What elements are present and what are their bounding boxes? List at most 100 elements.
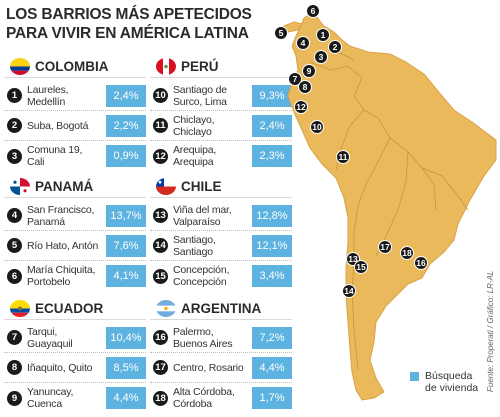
rank-badge: 16: [153, 330, 168, 345]
neighborhood-name: Arequipa, Arequipa: [173, 144, 217, 168]
panel-argentina: ARGENTINA 16 Palermo, Buenos Aires 7,2% 17 Ce…: [150, 298, 292, 413]
neighborhood-row: 5 Río Hato, Antón 7,6%: [4, 231, 146, 261]
neighborhood-name: Chiclayo, Chiclayo: [173, 113, 215, 138]
neighborhood-name: Santiago de Surco, Lima: [173, 83, 227, 108]
neighborhood-name: Tarqui, Guayaquil: [27, 325, 73, 350]
panel-header: PERÚ: [150, 56, 292, 78]
neighborhood-name: Iñaquito, Quito: [27, 361, 93, 374]
rank-badge: 1: [7, 88, 22, 103]
neighborhood-row: 6 María Chiquita, Portobelo 4,1%: [4, 261, 146, 291]
neighborhood-row: 1 Laureles, Medellín 2,4%: [4, 81, 146, 111]
map-pin: 8: [298, 80, 312, 94]
search-share-value: 8,5%: [106, 356, 146, 379]
search-share-value: 0,9%: [106, 145, 146, 167]
search-share-value: 2,3%: [252, 145, 292, 167]
rank-badge: 4: [7, 208, 22, 223]
legend-label: Búsqueda de vivienda: [425, 370, 479, 394]
search-share-value: 12,1%: [252, 234, 292, 257]
search-share-value: 13,7%: [106, 204, 146, 227]
map-pin: 6: [306, 4, 320, 18]
neighborhood-name: Laureles, Medellín: [27, 83, 69, 108]
chile-flag-icon: [156, 178, 176, 195]
neighborhood-name: Yanuncay, Cuenca: [27, 386, 74, 410]
country-name: ECUADOR: [35, 301, 104, 316]
map-pin: 4: [296, 36, 310, 50]
search-share-value: 9,3%: [252, 84, 292, 107]
neighborhood-row: 17 Centro, Rosario 4,4%: [150, 353, 292, 383]
neighborhood-name: Centro, Rosario: [173, 361, 244, 374]
ecuador-flag-icon: [10, 300, 30, 317]
rank-badge: 14: [153, 238, 168, 253]
panel-colombia: COLOMBIA 1 Laureles, Medellín 2,4% 2 Suba, Bo…: [4, 56, 146, 171]
panama-flag-icon: [10, 178, 30, 195]
neighborhood-row: 3 Comuna 19, Cali 0,9%: [4, 141, 146, 171]
neighborhood-row: 7 Tarqui, Guayaquil 10,4%: [4, 323, 146, 353]
panel-chile: CHILE 13 Viña del mar, Valparaíso 12,8% 14 Sa…: [150, 176, 292, 291]
colombia-flag-icon: [10, 58, 30, 75]
panel-header: ARGENTINA: [150, 298, 292, 320]
rank-badge: 9: [7, 390, 22, 406]
search-share-value: 12,8%: [252, 204, 292, 227]
rank-badge: 6: [7, 268, 22, 284]
rank-badge: 15: [153, 268, 168, 284]
legend-swatch: [410, 372, 419, 381]
rank-badge: 8: [7, 360, 22, 375]
map-pin: 17: [378, 240, 392, 254]
map-shape: [283, 13, 497, 401]
search-share-value: 7,6%: [106, 234, 146, 257]
neighborhood-row: 18 Alta Córdoba, Córdoba 1,7%: [150, 383, 292, 413]
neighborhood-name: San Francisco, Panamá: [27, 203, 95, 228]
peru-flag-icon: [156, 58, 176, 75]
map-pin: 18: [400, 246, 414, 260]
map-pin: 5: [274, 26, 288, 40]
neighborhood-row: 15 Concepción, Concepción 3,4%: [150, 261, 292, 291]
neighborhood-row: 14 Santiago, Santiago 12,1%: [150, 231, 292, 261]
panel-header: COLOMBIA: [4, 56, 146, 78]
neighborhood-row: 8 Iñaquito, Quito 8,5%: [4, 353, 146, 383]
map-legend: Búsqueda de vivienda: [410, 370, 495, 394]
neighborhood-name: Alta Córdoba, Córdoba: [173, 386, 235, 410]
neighborhood-name: Santiago, Santiago: [173, 233, 216, 258]
panel-panama: PANAMÁ 4 San Francisco, Panamá 13,7% 5 Río Ha…: [4, 176, 146, 291]
neighborhood-name: Comuna 19, Cali: [27, 144, 83, 168]
map-pin: 3: [314, 50, 328, 64]
south-america-map: 6 5 4 1 2 3 9 7 8 12 10 11 17 18 16 13 1…: [258, 0, 500, 417]
search-share-value: 2,4%: [106, 84, 146, 107]
search-share-value: 7,2%: [252, 326, 292, 349]
map-pin: 14: [342, 284, 356, 298]
map-pin: 10: [310, 120, 324, 134]
rank-badge: 18: [153, 390, 168, 406]
neighborhood-name: Río Hato, Antón: [27, 239, 99, 252]
neighborhood-name: Palermo, Buenos Aires: [173, 325, 233, 350]
argentina-flag-icon: [156, 300, 176, 317]
rank-badge: 11: [153, 118, 168, 133]
rank-badge: 12: [153, 148, 168, 164]
country-name: CHILE: [181, 179, 222, 194]
neighborhood-name: Concepción, Concepción: [173, 264, 230, 288]
map-pin: 12: [294, 100, 308, 114]
panel-header: PANAMÁ: [4, 176, 146, 198]
map-pin: 2: [328, 40, 342, 54]
map-pin: 9: [302, 64, 316, 78]
rank-badge: 17: [153, 360, 168, 375]
map-pin: 15: [354, 260, 368, 274]
map-pin: 13: [346, 252, 360, 266]
panel-ecuador: ECUADOR 7 Tarqui, Guayaquil 10,4% 8 Iñaquito,…: [4, 298, 146, 413]
rank-badge: 2: [7, 118, 22, 133]
rank-badge: 5: [7, 238, 22, 253]
neighborhood-name: Suba, Bogotá: [27, 119, 89, 132]
neighborhood-name: Viña del mar, Valparaíso: [173, 203, 232, 228]
map-pin: 16: [414, 256, 428, 270]
search-share-value: 3,4%: [252, 265, 292, 287]
panel-peru: PERÚ 10 Santiago de Surco, Lima 9,3% 11 Chicl…: [150, 56, 292, 171]
panel-header: ECUADOR: [4, 298, 146, 320]
map-pin: 1: [316, 28, 330, 42]
neighborhood-row: 16 Palermo, Buenos Aires 7,2%: [150, 323, 292, 353]
panel-header: CHILE: [150, 176, 292, 198]
rank-badge: 13: [153, 208, 168, 223]
neighborhood-row: 12 Arequipa, Arequipa 2,3%: [150, 141, 292, 171]
rank-badge: 10: [153, 88, 168, 103]
neighborhood-row: 11 Chiclayo, Chiclayo 2,4%: [150, 111, 292, 141]
country-name: COLOMBIA: [35, 59, 109, 74]
country-name: ARGENTINA: [181, 301, 262, 316]
